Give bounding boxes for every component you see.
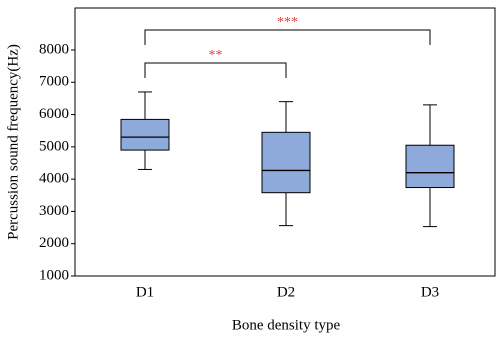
- y-tick-label: 1000: [39, 267, 69, 283]
- x-tick-label: D1: [136, 284, 154, 300]
- y-axis-label: Percussion sound frequency(Hz): [5, 44, 21, 240]
- x-tick-label: D2: [277, 284, 295, 300]
- y-tick-label: 8000: [39, 41, 69, 57]
- plot-frame: [74, 7, 496, 277]
- box: [261, 131, 311, 194]
- box: [405, 144, 455, 189]
- significance-bracket: [144, 62, 287, 78]
- y-tick-label: 3000: [39, 203, 69, 219]
- y-tick-label: 6000: [39, 106, 69, 122]
- y-tick-label: 4000: [39, 171, 69, 187]
- significance-bracket: [144, 29, 431, 45]
- x-tick-label: D3: [421, 284, 439, 300]
- significance-label: ***: [277, 15, 298, 30]
- significance-label: **: [209, 48, 223, 63]
- x-axis-label: Bone density type: [232, 317, 341, 333]
- y-tick-label: 2000: [39, 235, 69, 251]
- y-tick-label: 7000: [39, 74, 69, 90]
- box: [120, 118, 170, 151]
- y-tick-label: 5000: [39, 138, 69, 154]
